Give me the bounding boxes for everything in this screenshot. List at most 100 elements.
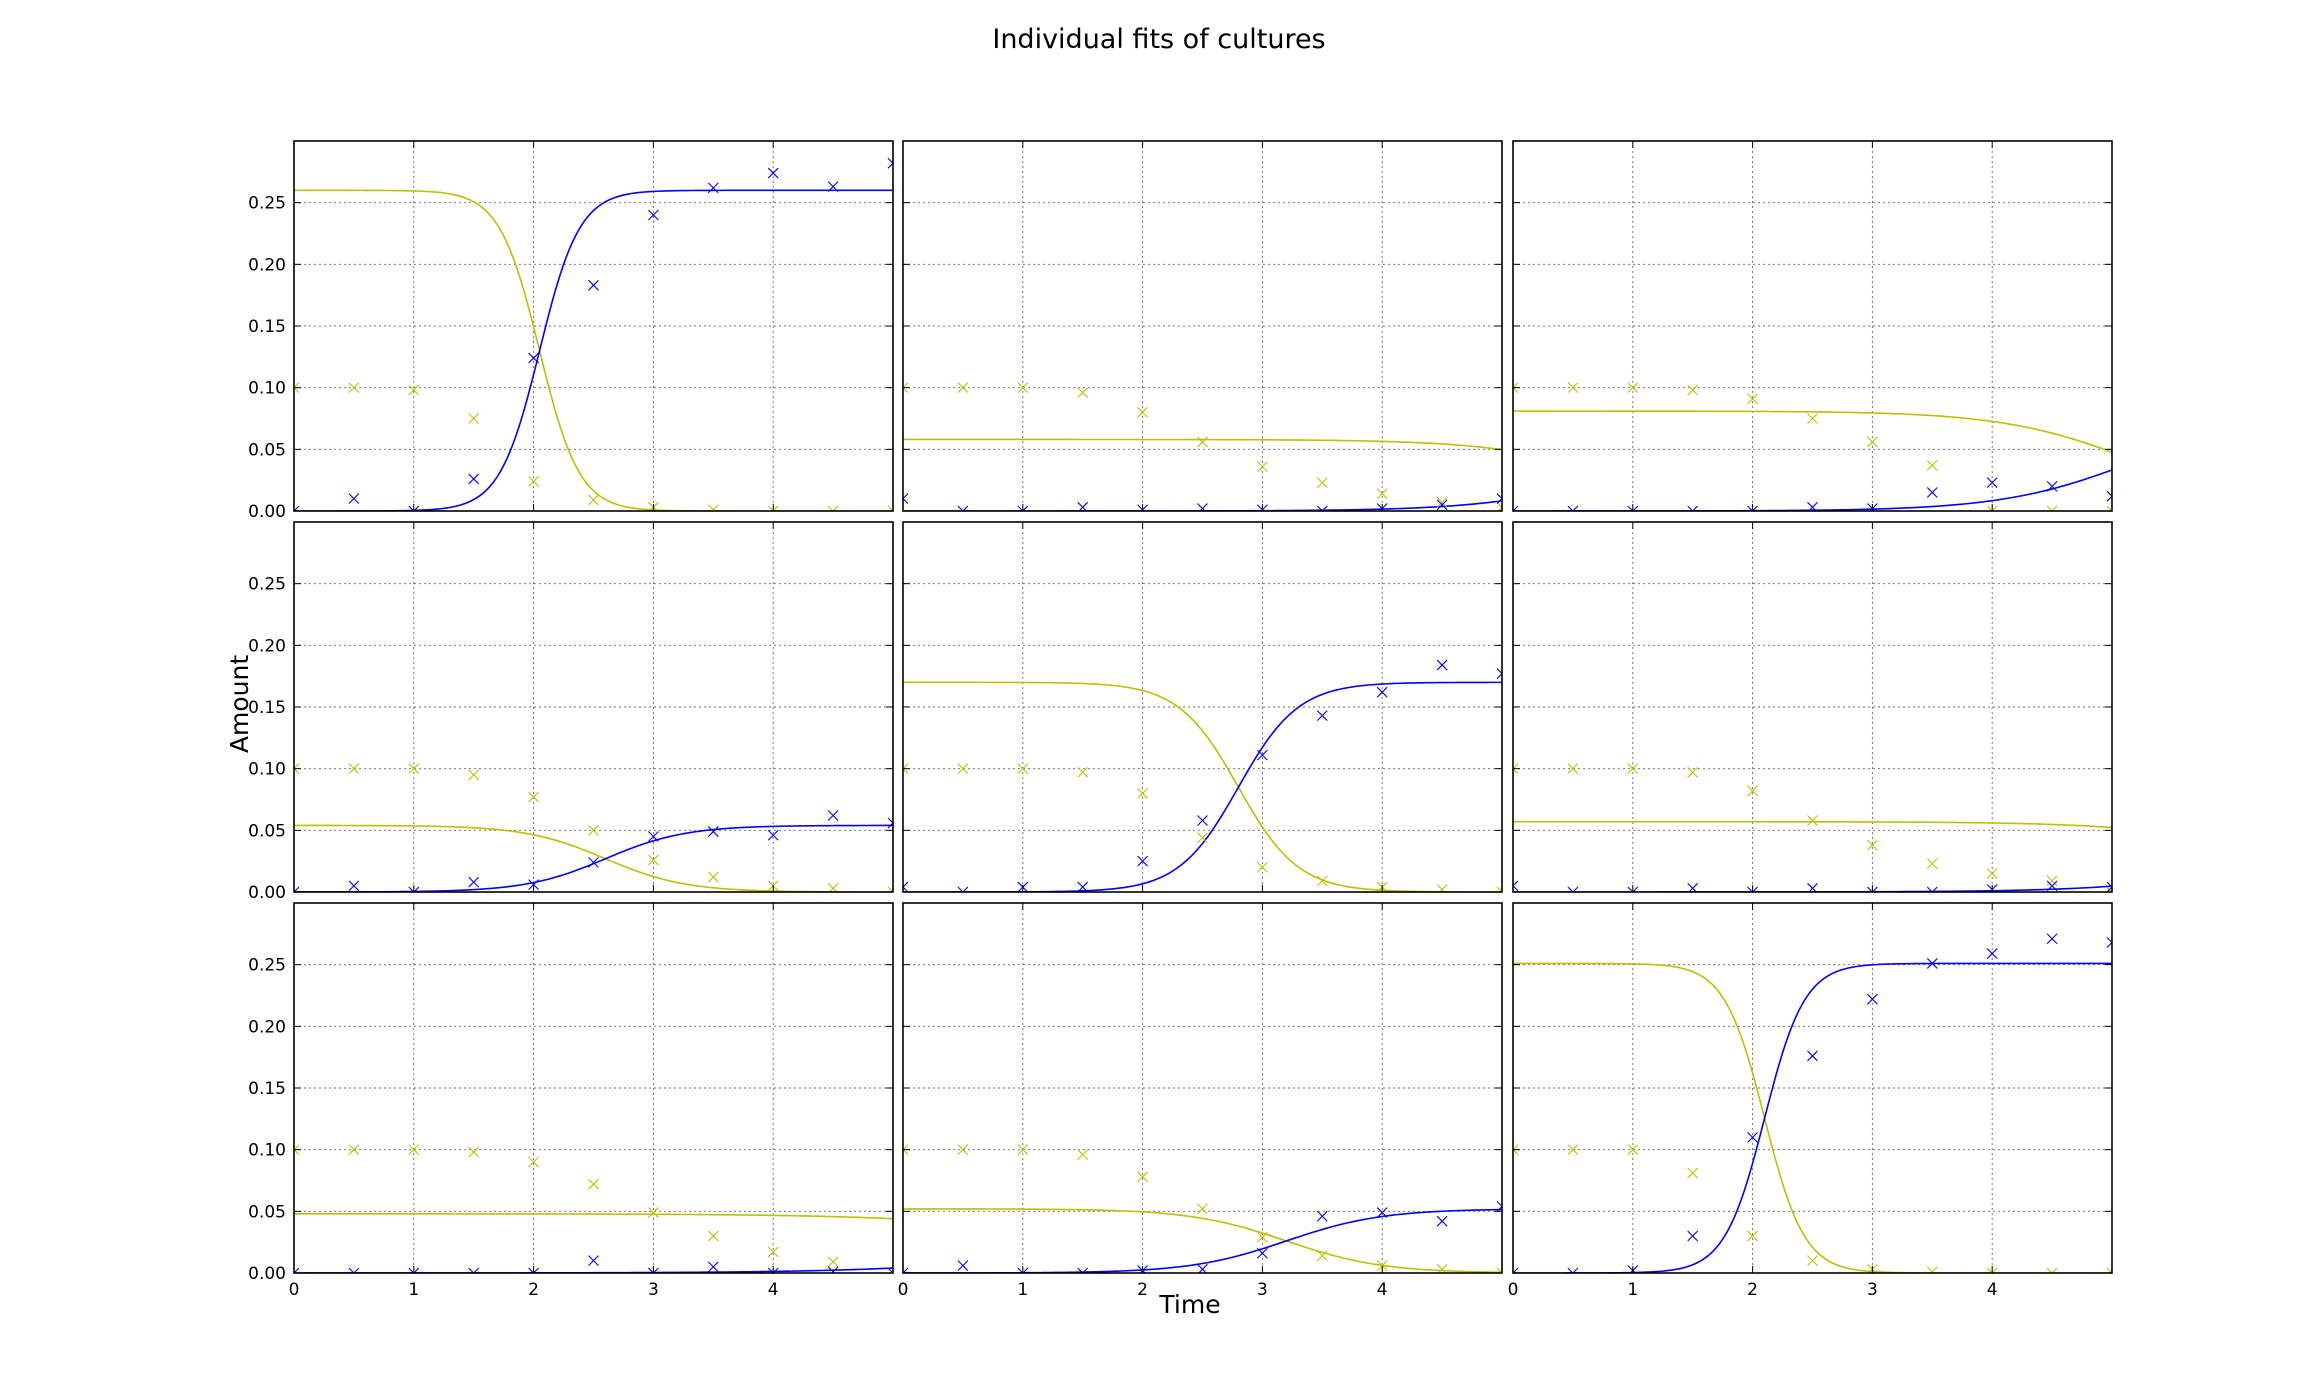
data-point-yellow (1137, 1171, 1148, 1183)
chart-title: Individual fits of cultures (992, 24, 1325, 55)
data-point-yellow (1747, 393, 1758, 405)
data-point-blue (528, 1267, 539, 1273)
data-point-yellow (1197, 1203, 1208, 1215)
data-point-yellow (588, 494, 599, 506)
data-point-blue (1436, 499, 1448, 511)
data-point-yellow (1807, 815, 1818, 826)
data-point-blue (2106, 490, 2112, 502)
data-point-yellow (707, 1230, 719, 1242)
data-point-blue (1926, 487, 1938, 498)
data-point-blue (648, 209, 659, 221)
data-point-yellow (1807, 413, 1818, 424)
data-point-blue (1316, 1210, 1328, 1222)
x-tick-label: 2 (1747, 1280, 1758, 1300)
data-point-yellow (1017, 1144, 1029, 1156)
subplot-4: 0.00 0.05 0.10 0.15 0.20 0.25 (248, 521, 894, 903)
data-point-yellow (528, 1156, 539, 1168)
data-point-blue (707, 1261, 719, 1273)
y-axis-label: Amount (225, 655, 254, 753)
data-point-yellow (1197, 832, 1208, 844)
x-tick-label: 0 (1508, 1280, 1519, 1300)
data-point-blue (1807, 1050, 1818, 1062)
y-tick-label: 0.20 (248, 636, 286, 656)
data-point-blue (1496, 493, 1502, 505)
y-tick-label: 0.20 (248, 1017, 286, 1037)
fit-line-blue (903, 681, 1502, 892)
data-point-blue (707, 182, 719, 194)
data-point-blue (827, 1266, 839, 1273)
subplot-frame (293, 521, 894, 893)
data-point-blue (408, 886, 420, 892)
data-point-yellow (903, 763, 909, 775)
x-tick-label: 2 (1137, 1280, 1148, 1300)
data-point-yellow (1513, 763, 1519, 775)
data-point-blue (468, 1267, 480, 1273)
fit-line-yellow (903, 1208, 1502, 1273)
data-point-yellow (767, 1246, 779, 1258)
data-point-yellow (1567, 763, 1579, 775)
data-point-blue (707, 826, 719, 837)
data-point-blue (1687, 505, 1699, 511)
y-tick-label: 0.15 (248, 317, 286, 337)
data-point-yellow (1567, 382, 1579, 394)
y-tick-label: 0.00 (248, 883, 286, 903)
subplot-2 (902, 140, 1503, 512)
data-point-yellow (1627, 382, 1639, 394)
data-point-blue (588, 1255, 599, 1267)
data-point-yellow (1926, 459, 1938, 471)
data-point-yellow (348, 382, 360, 394)
x-tick-label: 0 (289, 1280, 300, 1300)
x-axis-label: Time (1158, 1290, 1220, 1319)
subplot-frame (1512, 902, 2113, 1274)
data-point-yellow (528, 476, 539, 487)
data-point-blue (1567, 886, 1579, 892)
data-point-yellow (348, 763, 360, 775)
data-point-blue (827, 810, 839, 821)
data-point-yellow (1376, 1260, 1388, 1271)
subplot-grid: 0.00 0.05 0.10 0.15 0.20 0.25 0.00 0.05 0.10 0.15… (248, 140, 2113, 1300)
data-point-yellow (1197, 436, 1208, 448)
data-point-blue (468, 876, 480, 888)
data-point-blue (1496, 668, 1502, 680)
data-point-blue (294, 886, 300, 892)
fit-line-blue (294, 189, 893, 511)
data-point-blue (2106, 881, 2112, 892)
data-point-blue (1436, 659, 1448, 671)
data-point-yellow (648, 1207, 659, 1218)
y-tick-label: 0.00 (248, 1264, 286, 1284)
data-point-blue (1513, 505, 1519, 511)
subplot-1: 0.00 0.05 0.10 0.15 0.20 0.25 (248, 140, 894, 522)
data-point-yellow (903, 382, 909, 394)
data-point-blue (767, 829, 779, 841)
data-point-yellow (2106, 886, 2112, 892)
data-point-blue (1567, 1267, 1579, 1273)
data-point-yellow (1257, 861, 1268, 873)
y-tick-label: 0.25 (248, 194, 286, 214)
data-point-blue (1197, 503, 1208, 511)
x-tick-label: 3 (1867, 1280, 1878, 1300)
subplot-frame (293, 902, 894, 1274)
x-tick-label: 3 (1257, 1280, 1268, 1300)
data-point-yellow (528, 791, 539, 803)
data-point-blue (1017, 505, 1029, 511)
x-tick-label: 1 (1017, 1280, 1028, 1300)
data-point-blue (1316, 710, 1328, 722)
data-point-blue (1627, 505, 1639, 511)
data-point-blue (887, 817, 893, 829)
data-point-yellow (1017, 382, 1029, 394)
fit-line-yellow (1513, 820, 2112, 829)
data-point-yellow (827, 1256, 839, 1268)
data-point-blue (1567, 505, 1579, 511)
data-point-yellow (2046, 1267, 2058, 1273)
data-point-yellow (707, 504, 719, 511)
x-tick-label: 4 (1377, 1280, 1388, 1300)
y-tick-label: 0.10 (248, 379, 286, 399)
data-point-blue (348, 880, 360, 892)
data-point-blue (648, 1267, 659, 1273)
data-point-blue (528, 352, 539, 364)
data-point-yellow (1316, 477, 1328, 489)
data-point-yellow (408, 1144, 420, 1156)
data-point-yellow (1077, 766, 1089, 778)
fit-line-blue (903, 500, 1502, 511)
data-point-yellow (1747, 785, 1758, 797)
